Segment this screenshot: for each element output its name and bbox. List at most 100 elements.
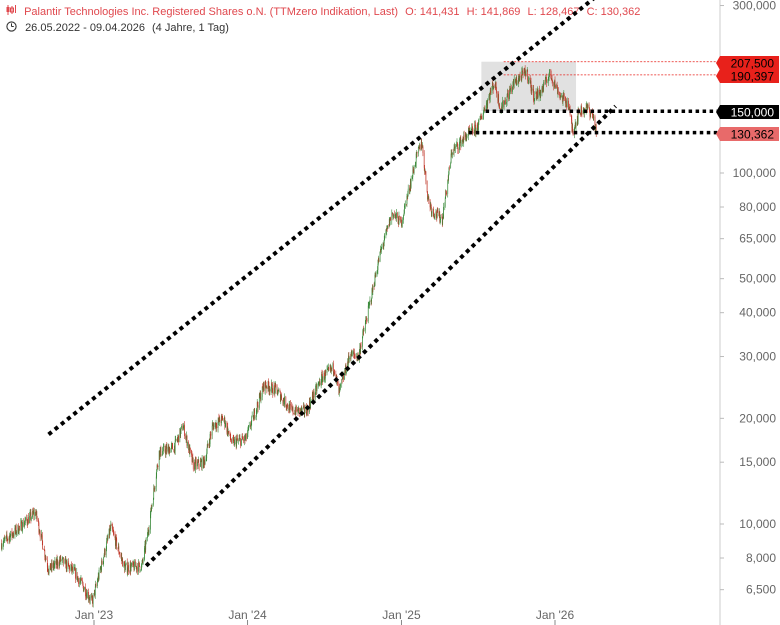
candle <box>377 259 379 275</box>
candle <box>460 136 461 144</box>
candle <box>393 213 394 219</box>
candle-body <box>322 377 324 382</box>
candle <box>362 327 364 336</box>
candle <box>460 135 462 151</box>
candle-body <box>26 519 28 524</box>
candle <box>162 448 164 452</box>
candle-body <box>287 404 288 408</box>
candle <box>445 190 447 197</box>
candle-body <box>527 69 529 81</box>
candle <box>273 381 275 396</box>
candle-body <box>107 538 108 540</box>
candle-body <box>129 571 131 573</box>
high-value: H: 141,869 <box>466 6 521 18</box>
candle-body <box>11 531 13 536</box>
candle-body <box>581 106 582 114</box>
candle <box>30 508 32 524</box>
candle <box>106 535 108 542</box>
candle-body <box>41 533 42 538</box>
candle-body <box>327 367 329 369</box>
candle <box>250 420 252 431</box>
candle-body <box>274 384 276 393</box>
candle <box>132 559 134 568</box>
candle <box>36 515 38 522</box>
candle <box>462 138 463 147</box>
candle <box>374 281 375 288</box>
candle-body <box>112 529 114 532</box>
candle <box>433 212 435 219</box>
candle-body <box>303 405 305 407</box>
candle <box>53 561 54 570</box>
candle <box>215 422 216 430</box>
candle-body <box>262 387 264 390</box>
candle-body <box>171 445 172 449</box>
candle <box>33 508 35 521</box>
candle-body <box>139 562 140 567</box>
candle-body <box>152 499 154 505</box>
candle-body <box>13 534 15 536</box>
badge-label: 207,500 <box>731 57 775 71</box>
candle <box>281 392 282 401</box>
candle <box>448 171 449 184</box>
candle <box>430 204 432 217</box>
candle-body <box>503 101 505 107</box>
candle-body <box>533 89 534 101</box>
candle <box>160 447 161 452</box>
candle-body <box>516 83 518 85</box>
candle <box>185 433 187 441</box>
candle <box>158 450 160 472</box>
candle-body <box>236 438 238 441</box>
candle-body <box>539 90 540 94</box>
candle <box>55 558 57 570</box>
candle-body <box>86 593 87 597</box>
candle <box>20 518 22 524</box>
candle <box>284 393 285 408</box>
candle-body <box>213 425 214 430</box>
candle-body <box>360 346 362 352</box>
candle-body <box>33 511 35 516</box>
candle-body <box>419 144 420 149</box>
candle-body <box>574 123 576 127</box>
candle-body <box>120 556 122 558</box>
candle <box>236 433 238 444</box>
candle-body <box>68 565 70 567</box>
candle-body <box>265 385 267 388</box>
candle-body <box>244 435 246 440</box>
candle <box>595 123 597 138</box>
candle <box>169 446 171 454</box>
candle <box>59 556 60 569</box>
candle-body <box>197 461 198 467</box>
candle <box>557 88 559 98</box>
candle-body <box>238 440 240 441</box>
candle <box>155 472 157 492</box>
candle-body <box>495 82 497 88</box>
candle <box>109 524 110 539</box>
candle <box>592 113 594 121</box>
candle-body <box>379 251 381 262</box>
candle-body <box>30 517 32 520</box>
candle-body <box>342 375 344 378</box>
candle-body <box>583 107 584 111</box>
candle <box>431 211 433 218</box>
candle <box>421 144 423 148</box>
candle <box>175 435 176 443</box>
candle-body <box>539 92 541 94</box>
candle <box>298 408 300 418</box>
candle <box>32 508 33 519</box>
candle-body <box>412 176 413 179</box>
candle <box>403 214 404 224</box>
candle-body <box>101 560 103 565</box>
candle-body <box>453 152 454 154</box>
candle-body <box>80 578 82 582</box>
candle <box>409 187 411 195</box>
candle <box>314 392 316 401</box>
candle-body <box>436 215 438 218</box>
candle-body <box>452 152 453 155</box>
candle-body <box>212 424 213 426</box>
candle-body <box>65 559 66 560</box>
candle <box>210 431 212 440</box>
candle <box>161 454 163 457</box>
candle <box>395 212 396 220</box>
candle-body <box>155 476 157 488</box>
